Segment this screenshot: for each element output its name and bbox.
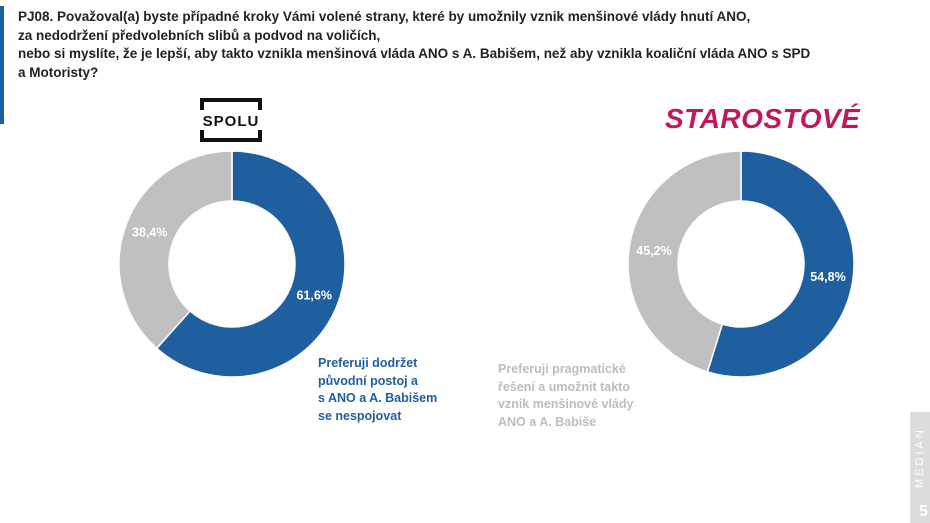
question-line: PJ08. Považoval(a) byste případné kroky … — [18, 9, 751, 24]
slice-label-blue: 61,6% — [296, 288, 331, 302]
donut-chart-spolu: 61,6% 38,4% — [118, 150, 346, 378]
spolu-logo-text: SPOLU — [203, 113, 260, 130]
donut-chart-starostove: 54,8% 45,2% — [627, 150, 855, 378]
slice-grey — [627, 150, 742, 373]
legend-blue-line: s ANO a A. Babišem — [318, 391, 438, 405]
spolu-logo: SPOLU — [200, 98, 262, 142]
question-line: nebo si myslíte, že je lepší, aby takto … — [18, 46, 811, 61]
legend-blue-line: Preferuji dodržet — [318, 356, 418, 370]
question-line: a Motoristy? — [18, 64, 99, 80]
legend-grey-line: ANO a A. Babiše — [498, 414, 597, 429]
slice-grey — [118, 150, 233, 350]
median-brand-text: MEDIAN — [914, 427, 926, 488]
median-brand-box — [910, 412, 930, 523]
question-line: za nedodržení předvolebních slibů a podv… — [18, 27, 381, 43]
accent-bar — [0, 6, 4, 124]
legend-grey-line: vznik menšinové vlády — [498, 397, 634, 411]
legend-grey: Preferuji pragmatické řešení a umožnit t… — [498, 361, 633, 431]
slice-label-blue: 54,8% — [810, 270, 845, 284]
page-number: 5 — [919, 503, 928, 520]
legend-blue-line: původní postoj a — [318, 373, 418, 388]
legend-grey-line: řešení a umožnit takto — [498, 379, 630, 394]
legend-blue-line: se nespojovat — [318, 408, 402, 423]
slice-label-grey: 38,4% — [132, 226, 167, 240]
slice-blue — [155, 150, 346, 378]
slice-label-grey: 45,2% — [636, 244, 671, 258]
legend-grey-line: Preferuji pragmatické — [498, 362, 626, 376]
legend-blue: Preferuji dodržet původní postoj a s ANO… — [318, 355, 437, 425]
question-text: PJ08. Považoval(a) byste případné kroky … — [18, 8, 918, 82]
slice-blue — [706, 150, 855, 378]
starostove-logo: STAROSTOVÉ — [665, 103, 861, 134]
